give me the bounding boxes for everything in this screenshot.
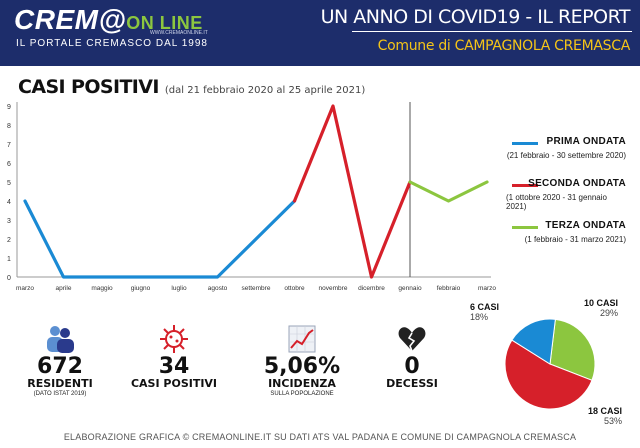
people-icon bbox=[47, 326, 74, 353]
x-tick-label: ottobre bbox=[284, 285, 305, 292]
x-tick-label: gennaio bbox=[398, 285, 422, 292]
pie-slice-2 bbox=[504, 339, 593, 410]
legend-range-wave3: (1 febbraio - 31 marzo 2021) bbox=[524, 235, 626, 244]
legend-swatch-wave2 bbox=[512, 184, 538, 187]
chart-title: CASI POSITIVI (dal 21 febbraio 2020 al 2… bbox=[18, 76, 365, 98]
stat-incidence: 5,06% INCIDENZA SULLA POPOLAZIONE bbox=[254, 324, 350, 398]
legend-item-wave1: PRIMA ONDATA (21 febbraio - 30 settembre… bbox=[506, 136, 632, 178]
logo-url: WWW.CREMAONLINE.IT bbox=[150, 30, 208, 36]
pie-slice-1 bbox=[549, 318, 596, 381]
pie-label-6: 6 CASI 18% bbox=[470, 302, 499, 322]
legend-range-wave2: (1 ottobre 2020 - 31 gennaio 2021) bbox=[506, 193, 607, 211]
stat-residents: 672 RESIDENTI (DATO ISTAT 2019) bbox=[14, 324, 106, 398]
trend-chart-icon bbox=[288, 325, 316, 353]
logo-main-text: CREM@ bbox=[14, 4, 127, 35]
x-tick-label: settembre bbox=[242, 285, 271, 292]
virus-icon bbox=[160, 325, 188, 353]
line-chart: 0 1 2 3 4 5 6 7 8 9 marzo aprile maggio giugno luglio a… bbox=[7, 102, 496, 292]
series-line-3 bbox=[408, 180, 489, 203]
legend-name-wave2: SECONDA ONDATA bbox=[528, 178, 626, 189]
legend-item-wave2: SECONDA ONDATA (1 ottobre 2020 - 31 genn… bbox=[506, 178, 632, 220]
chart-subtitle: (dal 21 febbraio 2020 al 25 aprile 2021) bbox=[164, 85, 366, 96]
y-tick-label: 0 bbox=[7, 275, 11, 282]
y-tick-label: 5 bbox=[7, 180, 11, 187]
legend-swatch-wave1 bbox=[512, 142, 538, 145]
y-tick-label: 9 bbox=[7, 104, 11, 111]
pie-label-10: 10 CASI 29% bbox=[584, 298, 618, 318]
pie-label-6-count: 6 CASI bbox=[470, 302, 500, 312]
residents-label: RESIDENTI bbox=[27, 377, 93, 390]
pie-label-18-count: 18 CASI bbox=[588, 406, 623, 416]
y-tick-label: 7 bbox=[7, 142, 11, 149]
residents-note: (DATO ISTAT 2019) bbox=[33, 391, 87, 397]
deaths-label: DECESSI bbox=[386, 377, 438, 390]
cases-label: CASI POSITIVI bbox=[130, 377, 218, 390]
x-tick-label: luglio bbox=[171, 285, 187, 292]
footer-credits: ELABORAZIONE GRAFICA © CREMAONLINE.IT SU… bbox=[63, 432, 577, 442]
cases-value: 34 bbox=[158, 354, 190, 379]
report-subtitle: Comune di CAMPAGNOLA CREMASCA bbox=[377, 38, 631, 54]
x-tick-label: aprile bbox=[56, 285, 72, 292]
legend-range-wave1: (21 febbraio - 30 settembre 2020) bbox=[506, 151, 626, 160]
pie-label-18-percent: 53% bbox=[604, 416, 623, 426]
x-tick-label: dicembre bbox=[358, 285, 385, 292]
y-tick-label: 4 bbox=[7, 199, 11, 206]
report-title: UN ANNO DI COVID19 - IL REPORT bbox=[320, 6, 631, 28]
x-tick-label: maggio bbox=[91, 285, 113, 292]
chart-legend: PRIMA ONDATA (21 febbraio - 30 settembre… bbox=[506, 136, 632, 262]
legend-item-wave3: TERZA ONDATA (1 febbraio - 31 marzo 2021… bbox=[506, 220, 632, 262]
x-tick-label: marzo bbox=[16, 285, 34, 292]
series-line-1 bbox=[23, 199, 297, 279]
x-tick-label: giugno bbox=[131, 285, 151, 292]
header-banner: CREM@ON LINE WWW.CREMAONLINE.IT IL PORTA… bbox=[0, 0, 640, 66]
residents-value: 672 bbox=[37, 354, 83, 379]
y-tick-label: 3 bbox=[7, 218, 11, 225]
series-line-2 bbox=[292, 104, 412, 279]
x-tick-label: novembre bbox=[319, 285, 348, 292]
incidence-note: SULLA POPOLAZIONE bbox=[270, 391, 334, 397]
legend-name-wave3: TERZA ONDATA bbox=[545, 220, 626, 231]
broken-heart-icon bbox=[398, 327, 426, 352]
header-divider bbox=[352, 31, 632, 32]
pie-chart bbox=[504, 318, 596, 410]
x-tick-label: agosto bbox=[208, 285, 228, 292]
legend-swatch-wave3 bbox=[512, 226, 538, 229]
pie-label-18: 18 CASI 53% bbox=[588, 406, 622, 426]
incidence-value: 5,06% bbox=[263, 354, 341, 379]
y-tick-label: 6 bbox=[7, 161, 11, 168]
stat-cases: 34 CASI POSITIVI bbox=[124, 324, 224, 390]
pie-label-10-percent: 29% bbox=[600, 308, 619, 318]
logo-tagline: IL PORTALE CREMASCO DAL 1998 bbox=[16, 38, 208, 49]
pie-label-6-percent: 18% bbox=[470, 312, 489, 322]
pie-slice-3 bbox=[511, 318, 556, 365]
y-tick-label: 1 bbox=[7, 256, 11, 263]
y-tick-label: 2 bbox=[7, 237, 11, 244]
deaths-value: 0 bbox=[404, 354, 420, 379]
logo-online-text: ON LINE bbox=[126, 13, 203, 33]
chart-title-text: CASI POSITIVI bbox=[18, 76, 159, 98]
legend-name-wave1: PRIMA ONDATA bbox=[546, 136, 626, 147]
x-tick-label: marzo bbox=[478, 285, 496, 292]
stat-deaths: 0 DECESSI bbox=[372, 324, 452, 390]
site-logo[interactable]: CREM@ON LINE bbox=[14, 4, 203, 36]
pie-label-10-count: 10 CASI bbox=[584, 298, 619, 308]
x-tick-label: febbraio bbox=[437, 285, 461, 292]
y-tick-label: 8 bbox=[7, 123, 11, 130]
incidence-label: INCIDENZA bbox=[268, 377, 336, 390]
